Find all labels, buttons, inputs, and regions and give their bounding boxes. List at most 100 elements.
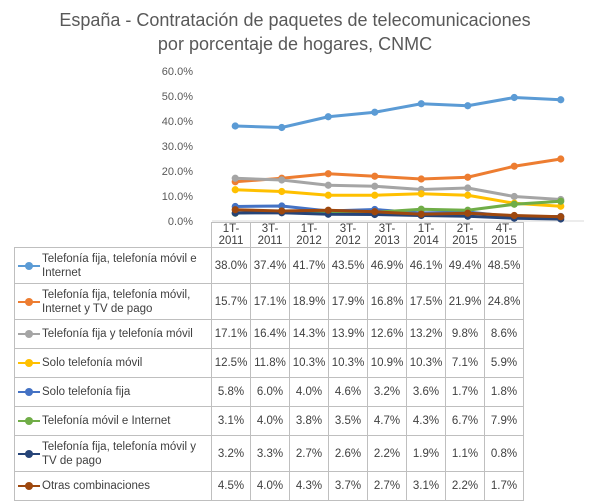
data-label: 17.1% [211,319,251,349]
data-label: 16.8% [367,283,407,320]
data-label: 4.7% [367,406,407,436]
data-label: 49.4% [445,247,485,284]
series-8 [231,206,565,221]
data-label: 18.9% [289,283,329,320]
data-point [510,192,518,201]
series-3 [231,174,565,204]
data-label: 4.0% [289,377,329,407]
data-label: 5.8% [211,377,251,407]
data-label: 5.9% [484,348,524,378]
series-line [235,188,561,208]
legend-marker [18,261,40,271]
data-label: 3.6% [406,377,446,407]
series-line [235,96,561,129]
category-label: 4T-2015 [484,222,524,248]
data-point [371,108,379,116]
data-label: 13.9% [328,319,368,349]
table-row: Solo telefonía fija 5.8% 6.0% 4.0% 4.6% 3.2% 3… [14,377,524,407]
data-label: 21.9% [445,283,485,320]
data-point [324,170,332,178]
data-point [464,184,472,192]
data-label: 3.1% [406,471,446,501]
legend-marker [18,297,40,307]
data-point [464,173,472,181]
data-label: 14.3% [289,319,329,349]
data-point [510,93,518,102]
category-label: 3T-2011 [250,222,290,248]
legend-marker [18,449,40,459]
data-point [371,182,379,190]
data-label: 3.2% [367,377,407,407]
data-label: 3.2% [211,435,251,472]
chart-title: España - Contratación de paquetes de tel… [0,8,590,56]
data-label: 4.0% [250,406,290,436]
table-row: Telefonía fija y telefonía móvil 17.1% 16.… [14,319,524,349]
data-label: 12.5% [211,348,251,378]
data-label: 46.1% [406,247,446,284]
data-point [231,186,239,194]
series-line [235,157,561,184]
series-name: Solo telefonía móvil [42,356,143,369]
series-name: Telefonía móvil e Internet [42,414,171,427]
data-point [464,209,472,217]
data-label: 8.6% [484,319,524,349]
data-label: 4.5% [211,471,251,501]
data-label: 9.8% [445,319,485,349]
data-point [417,100,425,108]
table-row: Otras combinaciones 4.5% 4.0% 4.3% 3.7% 2.7% 3… [14,471,524,501]
legend-entry: Telefonía fija, telefonía móvil e Intern… [14,247,212,284]
data-point [464,191,472,199]
data-point [278,202,286,210]
data-point [557,155,565,163]
data-label: 2.6% [328,435,368,472]
data-label: 2.2% [445,471,485,501]
legend-entry: Otras combinaciones [14,471,212,501]
data-label: 3.5% [328,406,368,436]
data-point [278,123,286,132]
data-label: 16.4% [250,319,290,349]
data-point [371,208,379,216]
data-point [510,211,518,220]
series-1 [231,93,565,132]
chart-title-line-1: España - Contratación de paquetes de tel… [59,10,531,30]
category-label: 2T-2015 [445,222,485,248]
data-label: 3.7% [328,471,368,501]
data-point [557,96,565,104]
legend-marker [18,387,40,397]
table-row: Telefonía fija, telefonía móvil e Intern… [14,247,524,284]
data-point [278,187,286,196]
category-label: 1T-2011 [211,222,251,248]
legend-marker [18,416,40,426]
series-name: Telefonía fija, telefonía móvil y TV de … [42,440,197,467]
series-name: Otras combinaciones [42,479,151,492]
data-label: 17.1% [250,283,290,320]
data-label: 12.6% [367,319,407,349]
legend-marker [18,329,40,339]
data-label: 2.7% [367,471,407,501]
line-chart: 0.0%10.0%20.0%30.0%40.0%50.0%60.0% [162,66,584,228]
y-tick-label: 40.0% [162,116,193,128]
data-point [557,213,565,221]
data-label: 17.5% [406,283,446,320]
data-label: 48.5% [484,247,524,284]
data-label: 37.4% [250,247,290,284]
series-name: Telefonía fija y telefonía móvil [42,327,193,340]
series-line [235,176,561,201]
data-point [417,175,425,183]
data-point [324,181,332,189]
data-label: 43.5% [328,247,368,284]
data-label: 6.0% [250,377,290,407]
table-row: Telefonía fija, telefonía móvil y TV de … [14,435,524,472]
data-point [371,191,379,199]
data-label: 10.3% [289,348,329,378]
series-layer [231,93,565,223]
data-point [510,200,518,208]
data-label: 1.9% [406,435,446,472]
data-point [371,172,379,180]
chart-title-line-2: por porcentaje de hogares, CNMC [157,34,433,54]
y-axis: 0.0%10.0%20.0%30.0%40.0%50.0%60.0% [162,66,193,228]
data-label: 38.0% [211,247,251,284]
data-label: 3.8% [289,406,329,436]
legend-entry: Solo telefonía móvil [14,348,212,378]
category-label: 3T-2012 [328,222,368,248]
